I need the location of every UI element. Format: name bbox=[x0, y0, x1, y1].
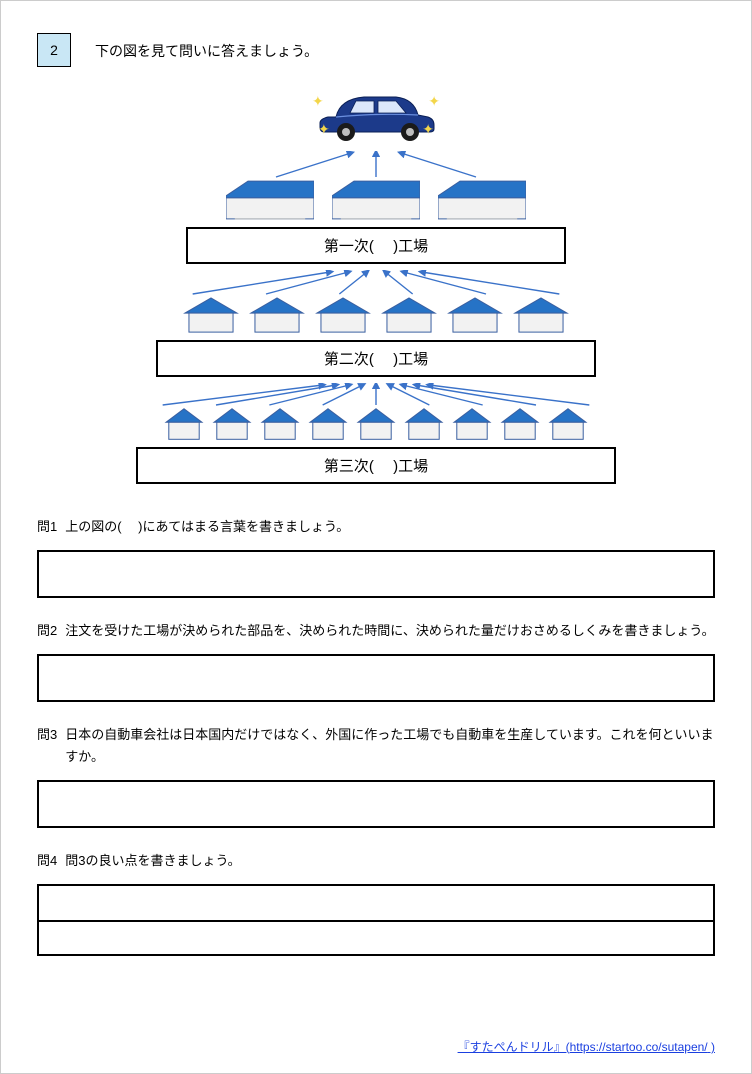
question-text: 問1 上の図の( )にあてはまる言葉を書きましょう。 bbox=[37, 516, 715, 538]
question-text: 問2 注文を受けた工場が決められた部品を、決められた時間に、決められた量だけおさ… bbox=[37, 620, 715, 642]
arrows-tier2-to-tier1 bbox=[156, 270, 596, 296]
tier3-factories bbox=[164, 407, 588, 441]
question-body: 注文を受けた工場が決められた部品を、決められた時間に、決められた量だけおさめるし… bbox=[65, 620, 715, 642]
question-number: 2 bbox=[50, 42, 58, 58]
factory-icon bbox=[548, 407, 588, 441]
factory-icon bbox=[182, 296, 240, 334]
factory-icon bbox=[512, 296, 570, 334]
question-body: 日本の自動車会社は日本国内だけではなく、外国に作った工場でも自動車を生産していま… bbox=[65, 724, 715, 768]
sparkle-icon: ✦ bbox=[422, 121, 434, 138]
question-block: 問4 問3の良い点を書きましょう。 bbox=[37, 850, 715, 956]
factory-icon bbox=[404, 407, 444, 441]
question-text: 問4 問3の良い点を書きましょう。 bbox=[37, 850, 715, 872]
question-label: 問3 bbox=[37, 724, 57, 768]
answer-box[interactable] bbox=[37, 550, 715, 598]
footer-prefix: 『すたぺんドリル』( bbox=[458, 1040, 570, 1054]
factory-icon bbox=[226, 179, 314, 221]
question-label: 問1 bbox=[37, 516, 57, 538]
answer-box[interactable] bbox=[37, 780, 715, 828]
question-label: 問4 bbox=[37, 850, 57, 872]
instruction-text: 下の図を見て問いに答えましょう。 bbox=[95, 41, 318, 61]
question-block: 問2 注文を受けた工場が決められた部品を、決められた時間に、決められた量だけおさ… bbox=[37, 620, 715, 702]
factory-icon bbox=[260, 407, 300, 441]
tier1-factories bbox=[226, 179, 526, 221]
question-text: 問3 日本の自動車会社は日本国内だけではなく、外国に作った工場でも自動車を生産し… bbox=[37, 724, 715, 768]
tier3-label-box: 第三次( )工場 bbox=[136, 447, 616, 484]
factory-icon bbox=[212, 407, 252, 441]
supply-chain-diagram: ✦ ✦ ✦ ✦ 第一次( )工場 bbox=[37, 77, 715, 490]
question-number-box: 2 bbox=[37, 33, 71, 67]
tier2-label-box: 第二次( )工場 bbox=[156, 340, 596, 377]
factory-icon bbox=[500, 407, 540, 441]
header-row: 2 下の図を見て問いに答えましょう。 bbox=[37, 37, 715, 67]
footer-suffix: ) bbox=[708, 1040, 715, 1054]
answer-box[interactable] bbox=[37, 654, 715, 702]
answer-row[interactable] bbox=[39, 920, 713, 954]
factory-icon bbox=[314, 296, 372, 334]
factory-icon bbox=[356, 407, 396, 441]
factory-icon bbox=[332, 179, 420, 221]
footer-url: https://startoo.co/sutapen/ bbox=[570, 1040, 708, 1054]
question-body: 問3の良い点を書きましょう。 bbox=[65, 850, 715, 872]
worksheet-page: 2 下の図を見て問いに答えましょう。 ✦ ✦ ✦ ✦ bbox=[0, 0, 752, 1074]
factory-icon bbox=[248, 296, 306, 334]
question-body: 上の図の( )にあてはまる言葉を書きましょう。 bbox=[65, 516, 715, 538]
question-label: 問2 bbox=[37, 620, 57, 642]
sparkle-icon: ✦ bbox=[318, 121, 330, 138]
factory-icon bbox=[452, 407, 492, 441]
sparkle-icon: ✦ bbox=[312, 93, 324, 110]
factory-icon bbox=[164, 407, 204, 441]
factory-icon bbox=[446, 296, 504, 334]
tier1-label-box: 第一次( )工場 bbox=[186, 227, 566, 264]
answer-box[interactable] bbox=[37, 884, 715, 956]
answer-row[interactable] bbox=[39, 886, 713, 920]
question-block: 問1 上の図の( )にあてはまる言葉を書きましょう。 bbox=[37, 516, 715, 598]
arrows-tier1-to-car bbox=[226, 151, 526, 179]
footer-link[interactable]: 『すたぺんドリル』(https://startoo.co/sutapen/ ) bbox=[458, 1038, 715, 1055]
sparkle-icon: ✦ bbox=[428, 93, 440, 110]
tier2-factories bbox=[182, 296, 570, 334]
factory-icon bbox=[308, 407, 348, 441]
factory-icon bbox=[380, 296, 438, 334]
arrows-tier3-to-tier2 bbox=[136, 383, 616, 407]
question-block: 問3 日本の自動車会社は日本国内だけではなく、外国に作った工場でも自動車を生産し… bbox=[37, 724, 715, 828]
questions-section: 問1 上の図の( )にあてはまる言葉を書きましょう。問2 注文を受けた工場が決め… bbox=[37, 516, 715, 956]
factory-icon bbox=[438, 179, 526, 221]
car-icon: ✦ ✦ ✦ ✦ bbox=[306, 77, 446, 147]
